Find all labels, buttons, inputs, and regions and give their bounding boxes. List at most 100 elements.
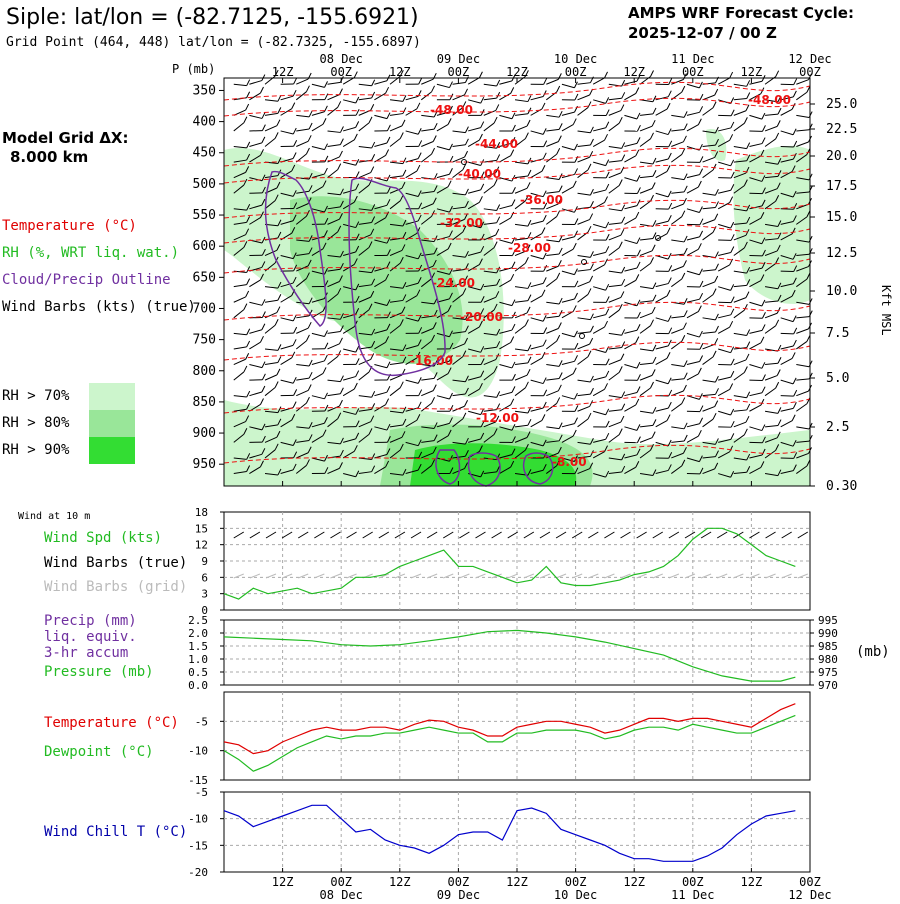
wind-barb-flag [621,291,624,297]
wind-barb-flag [793,340,796,346]
wind-barb-flag [544,327,547,333]
wind-barb-shaft [718,78,729,84]
wind-barb-flag [637,187,640,193]
wind-barb-shaft [671,379,684,380]
wind-barb-flag [354,383,357,389]
wind-barb-flag [682,211,685,217]
wind-barb-flag [621,229,624,235]
temperature-contour-label: -48.00 [430,103,473,117]
top-hour-label: 12Z [272,65,294,79]
wind-barb-flag [528,357,531,363]
wind-barb-flag [512,199,515,205]
wind-barb-flag [542,165,545,171]
temperature-legend: Temperature (°C) [2,218,137,234]
wind-barb-flag [340,126,343,132]
wind-barb-legend: Wind Barbs (kts) (true) [2,299,196,315]
wind-barb-shaft [421,129,434,131]
wind-barb-flag [793,378,796,384]
wind-barb-flag [574,331,577,337]
wind-barb-flag [713,164,716,170]
wind-barb-shaft [546,365,559,367]
wind-barb-shaft [765,313,777,318]
wind-barb-flag [527,369,530,375]
wind-barb-shaft [718,287,730,291]
wind-barb-shaft [796,391,808,396]
wind-barb-flag [590,338,593,344]
wind-barb-flag [277,307,280,313]
wind-barb-flag [325,393,328,399]
wind-barb-shaft [499,365,512,368]
wind-barb-flag [511,87,514,93]
wind-barb-flag [776,320,779,326]
wind-barb-shaft [640,239,653,240]
wind-barb-shaft [531,408,544,411]
wind-barb-flag [386,399,389,405]
wind-barb-flag [731,234,734,240]
wind-barb-flag [793,129,796,135]
wind-barb-shaft [687,299,700,302]
wind-barb-shaft [624,343,635,349]
wind-barb-flag [715,401,718,407]
wind-barb-flag [700,169,703,175]
height-tick-label: 17.5 [826,179,857,194]
wind-barb-shaft [671,142,683,147]
wind-barb-flag [637,175,640,181]
wind-barb-shaft [624,93,635,99]
temperature-contour-label: -28.00 [508,241,551,255]
wind-barb-shaft [234,396,247,397]
wind-barb-flag [636,150,639,156]
wind-barb-flag [762,425,765,431]
wind-barb-shaft [312,361,324,365]
wind-barb-shaft [578,145,591,147]
wind-barb-flag [792,352,795,358]
wind-barb-flag [606,296,609,302]
wind-barb-flag [543,153,546,159]
wind-barb-shaft [234,347,247,349]
wind-barb-shaft [531,283,544,286]
wind-barb-flag [262,299,265,305]
wind-barb-flag [590,189,593,195]
wind-barb-shaft [265,138,275,146]
wind-barb-flag [715,376,718,382]
wind-barb-shaft [609,285,622,286]
wind-barb-true [685,532,695,538]
wind-barb-flag [573,243,576,249]
wind-barb-true [492,532,502,538]
wind-barb-shaft [281,345,293,349]
wind-barb-flag [637,200,640,206]
panel-ytick-label: -5 [195,786,208,799]
wind-barb-flag [278,344,281,350]
wind-barb-shaft [687,209,699,213]
wind-barb-true [314,532,324,538]
wind-barb-shaft [578,380,591,382]
wind-barb-shaft [343,349,356,352]
wind-barb-shaft [234,285,247,287]
wind-barb-shaft [640,301,653,302]
panel-ytick-label: -10 [188,745,208,758]
pressure-tick-label: 450 [193,146,216,161]
wind-barb-shaft [640,363,653,364]
wind-barb-flag [294,78,297,84]
wind-barb-flag [778,420,781,426]
wind-barb-flag [588,288,591,294]
panel-ytick-label: 6 [201,571,208,584]
temperature-contour [224,82,810,100]
wind-barb-shaft [656,408,669,411]
wind-barb-flag [730,72,733,78]
wind-barb-shaft [296,92,306,100]
wind-barb-shaft [359,123,369,131]
wind-barb-flag [747,80,750,86]
wind-barb-flag [339,89,342,95]
wind-barb-flag [512,187,515,193]
top-date-label: 08 Dec [320,52,363,66]
wind-barb-shaft [531,318,544,321]
wind-barb-shaft [374,115,387,118]
panel-ytick-label: 1.5 [188,640,208,653]
wind-barb-shaft [640,326,650,334]
wind-barb-flag [606,433,609,439]
wind-barb-flag [606,160,609,166]
wind-barb-flag [449,168,452,174]
wind-barb-shaft [265,100,278,101]
